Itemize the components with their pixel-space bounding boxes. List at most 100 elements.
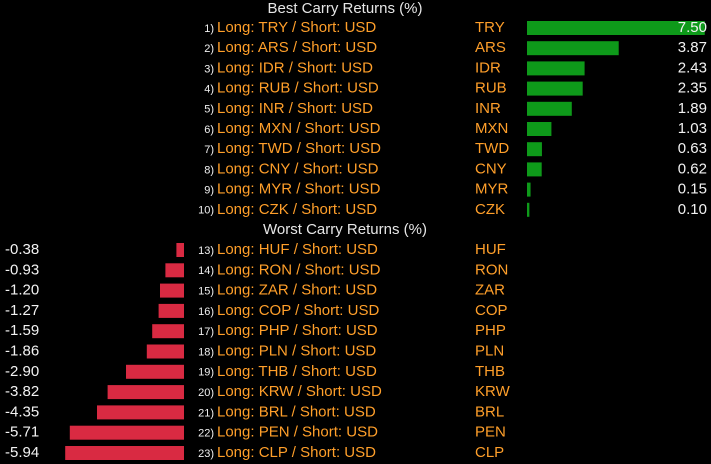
currency-code: PEN bbox=[475, 424, 506, 441]
value-label: -5.71 bbox=[5, 424, 39, 441]
rank: 4) bbox=[204, 84, 214, 96]
bar bbox=[527, 61, 585, 76]
rank: 2) bbox=[204, 43, 214, 55]
bar bbox=[69, 425, 184, 440]
value-label: -1.86 bbox=[5, 342, 39, 359]
currency-code: PLN bbox=[475, 342, 504, 359]
currency-code: BRL bbox=[475, 403, 504, 420]
value-label: -1.27 bbox=[5, 302, 39, 319]
bar bbox=[126, 364, 184, 379]
pair-label: Long: CLP / Short: USD bbox=[217, 444, 376, 461]
rank: 17) bbox=[198, 326, 214, 338]
currency-code: MXN bbox=[475, 120, 508, 137]
value-label: -0.38 bbox=[5, 241, 39, 258]
currency-code: TWD bbox=[475, 140, 509, 157]
pair-label: Long: PHP / Short: USD bbox=[217, 322, 378, 339]
pair-label: Long: MYR / Short: USD bbox=[217, 181, 381, 198]
rank: 10) bbox=[198, 205, 214, 217]
value-label: -0.93 bbox=[5, 261, 39, 278]
pair-label: Long: HUF / Short: USD bbox=[217, 241, 378, 258]
rank: 16) bbox=[198, 306, 214, 318]
pair-label: Long: CZK / Short: USD bbox=[217, 201, 377, 218]
value-label: -1.20 bbox=[5, 282, 39, 299]
currency-code: KRW bbox=[475, 383, 511, 400]
value-label: 1.89 bbox=[678, 100, 707, 117]
pair-label: Long: MXN / Short: USD bbox=[217, 120, 381, 137]
section-title: Best Carry Returns (%) bbox=[267, 0, 422, 17]
bar bbox=[146, 344, 184, 359]
currency-code: TRY bbox=[475, 19, 505, 36]
currency-code: THB bbox=[475, 363, 505, 380]
value-label: -3.82 bbox=[5, 383, 39, 400]
currency-code: MYR bbox=[475, 181, 509, 198]
pair-label: Long: ARS / Short: USD bbox=[217, 39, 377, 56]
bar bbox=[527, 41, 619, 56]
bar bbox=[527, 101, 572, 116]
rank: 8) bbox=[204, 164, 214, 176]
currency-code: CZK bbox=[475, 201, 505, 218]
rank: 6) bbox=[204, 124, 214, 136]
pair-label: Long: TWD / Short: USD bbox=[217, 140, 381, 157]
pair-label: Long: IDR / Short: USD bbox=[217, 59, 373, 76]
bar bbox=[65, 446, 184, 460]
currency-code: ZAR bbox=[475, 282, 505, 299]
value-label: 3.87 bbox=[678, 39, 707, 56]
pair-label: Long: KRW / Short: USD bbox=[217, 383, 382, 400]
pair-label: Long: COP / Short: USD bbox=[217, 302, 379, 319]
pair-label: Long: RUB / Short: USD bbox=[217, 80, 379, 97]
value-label: 0.62 bbox=[678, 160, 707, 177]
currency-code: RUB bbox=[475, 80, 507, 97]
rank: 19) bbox=[198, 367, 214, 379]
rank: 3) bbox=[204, 63, 214, 75]
currency-code: RON bbox=[475, 261, 508, 278]
rank: 20) bbox=[198, 387, 214, 399]
bar bbox=[152, 324, 184, 339]
rank: 15) bbox=[198, 286, 214, 298]
bar bbox=[176, 243, 184, 257]
value-label: -1.59 bbox=[5, 322, 39, 339]
rank: 22) bbox=[198, 428, 214, 440]
pair-label: Long: PLN / Short: USD bbox=[217, 342, 376, 359]
rank: 5) bbox=[204, 104, 214, 116]
rank: 18) bbox=[198, 346, 214, 358]
currency-code: PHP bbox=[475, 322, 506, 339]
bar bbox=[160, 283, 184, 298]
pair-label: Long: RON / Short: USD bbox=[217, 261, 381, 278]
pair-label: Long: TRY / Short: USD bbox=[217, 19, 376, 36]
pair-label: Long: PEN / Short: USD bbox=[217, 424, 378, 441]
pair-label: Long: THB / Short: USD bbox=[217, 363, 377, 380]
pair-label: Long: INR / Short: USD bbox=[217, 100, 373, 117]
currency-code: COP bbox=[475, 302, 508, 319]
bar bbox=[527, 21, 705, 35]
pair-label: Long: CNY / Short: USD bbox=[217, 160, 379, 177]
rank: 23) bbox=[198, 448, 214, 460]
bar bbox=[527, 81, 583, 96]
value-label: -5.94 bbox=[5, 444, 39, 461]
bar bbox=[527, 142, 542, 157]
currency-code: INR bbox=[475, 100, 501, 117]
currency-code: CLP bbox=[475, 444, 504, 461]
rank: 1) bbox=[204, 23, 214, 35]
value-label: -4.35 bbox=[5, 403, 39, 420]
rank: 21) bbox=[198, 407, 214, 419]
section-title: Worst Carry Returns (%) bbox=[263, 221, 427, 238]
currency-code: HUF bbox=[475, 241, 506, 258]
value-label: 7.50 bbox=[678, 19, 707, 36]
bar bbox=[527, 122, 552, 136]
pair-label: Long: ZAR / Short: USD bbox=[217, 282, 377, 299]
rank: 14) bbox=[198, 265, 214, 277]
pair-label: Long: BRL / Short: USD bbox=[217, 403, 376, 420]
value-label: 0.10 bbox=[678, 201, 707, 218]
value-label: 1.03 bbox=[678, 120, 707, 137]
value-label: 2.43 bbox=[678, 59, 707, 76]
value-label: 2.35 bbox=[678, 80, 707, 97]
value-label: 0.63 bbox=[678, 140, 707, 157]
bar bbox=[527, 182, 531, 197]
rank: 13) bbox=[198, 245, 214, 257]
bar bbox=[107, 385, 184, 400]
currency-code: ARS bbox=[475, 39, 506, 56]
currency-code: IDR bbox=[475, 59, 501, 76]
rank: 7) bbox=[204, 144, 214, 156]
